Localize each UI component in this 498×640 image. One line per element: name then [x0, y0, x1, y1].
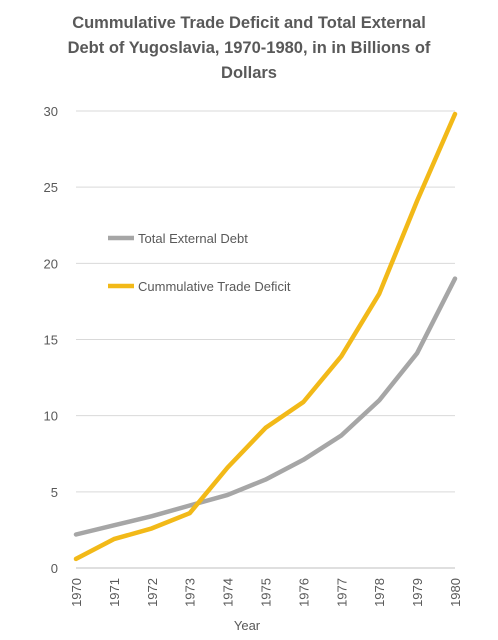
x-tick-label: 1977 [334, 578, 349, 607]
series-lines [73, 111, 458, 562]
y-tick-label: 10 [44, 409, 58, 424]
x-tick-label: 1979 [410, 578, 425, 607]
x-tick-label: 1971 [107, 578, 122, 607]
x-axis-title: Year [234, 618, 261, 633]
legend-label: Cummulative Trade Deficit [138, 279, 291, 294]
y-tick-label: 15 [44, 333, 58, 348]
legend-label: Total External Debt [138, 231, 248, 246]
y-tick-label: 30 [44, 104, 58, 119]
x-tick-label: 1972 [145, 578, 160, 607]
series-line-0 [73, 276, 458, 537]
x-axis-ticks: 1970 1971 1972 1973 1974 1975 1976 1977 1978 1979… [69, 578, 463, 607]
x-tick-label: 1973 [183, 578, 198, 607]
legend: Total External Debt Cummulative Trade Def… [108, 231, 291, 294]
y-tick-label: 20 [44, 256, 58, 271]
gridlines [76, 110, 455, 569]
x-tick-label: 1974 [221, 578, 236, 607]
x-tick-label: 1978 [372, 578, 387, 607]
y-tick-label: 25 [44, 180, 58, 195]
x-tick-label: 1975 [259, 578, 274, 607]
chart-title-line-2: Debt of Yugoslavia, 1970-1980, in in Bil… [68, 39, 431, 57]
x-tick-label: 1970 [69, 578, 84, 607]
x-tick-label: 1976 [296, 578, 311, 607]
chart-title-line-1: Cummulative Trade Deficit and Total Exte… [72, 14, 426, 32]
y-axis-ticks: 0 5 10 15 20 25 30 [44, 104, 58, 576]
y-tick-label: 0 [51, 561, 58, 576]
x-tick-label: 1980 [448, 578, 463, 607]
y-tick-label: 5 [51, 485, 58, 500]
chart-title-line-3: Dollars [221, 64, 277, 82]
